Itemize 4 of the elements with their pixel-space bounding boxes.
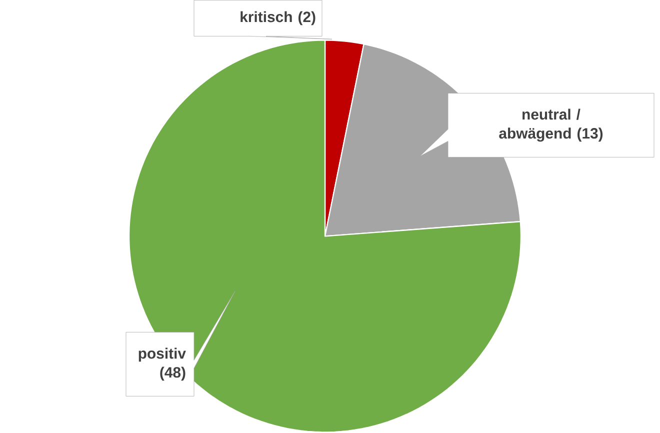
slice-label: positiv: [138, 348, 186, 362]
slice-label: kritisch: [240, 11, 292, 22]
data-label: (48): [160, 366, 186, 381]
data-label: (2): [298, 11, 316, 26]
